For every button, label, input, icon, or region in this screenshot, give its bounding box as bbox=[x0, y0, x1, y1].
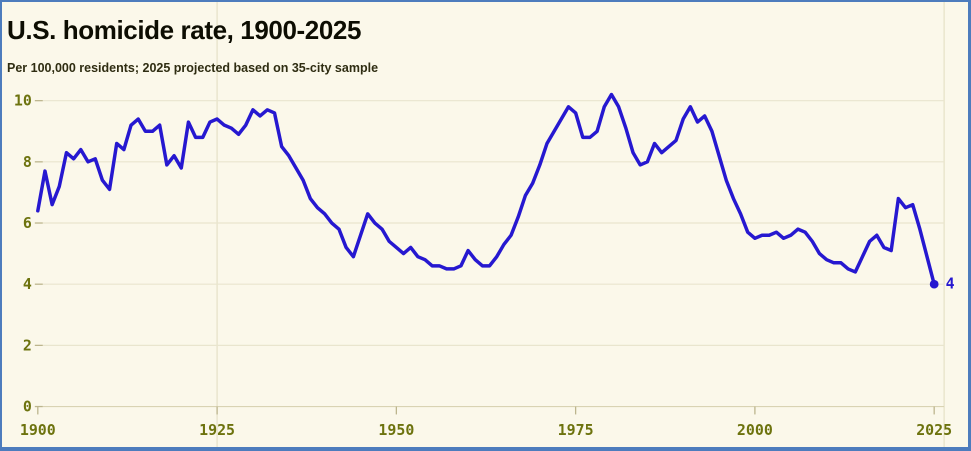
x-tick-label: 1925 bbox=[199, 421, 235, 439]
y-tick-label: 2 bbox=[23, 336, 32, 354]
chart-subtitle: Per 100,000 residents; 2025 projected ba… bbox=[7, 61, 379, 75]
x-tick-label: 2025 bbox=[916, 421, 952, 439]
homicide-rate-line bbox=[36, 92, 936, 286]
x-tick-label: 1900 bbox=[20, 421, 56, 439]
x-tick-label: 1975 bbox=[558, 421, 594, 439]
y-tick-label: 4 bbox=[23, 275, 32, 293]
y-tick-label: 10 bbox=[14, 92, 32, 110]
y-tick-label: 8 bbox=[23, 153, 32, 171]
y-tick-label: 6 bbox=[23, 214, 32, 232]
x-tick-label: 1950 bbox=[378, 421, 414, 439]
y-tick-label: 0 bbox=[23, 398, 32, 416]
end-point-dot bbox=[929, 279, 939, 289]
x-tick-label: 2000 bbox=[737, 421, 773, 439]
chart-title: U.S. homicide rate, 1900-2025 bbox=[7, 15, 362, 45]
end-value-label: 4 bbox=[946, 275, 955, 293]
